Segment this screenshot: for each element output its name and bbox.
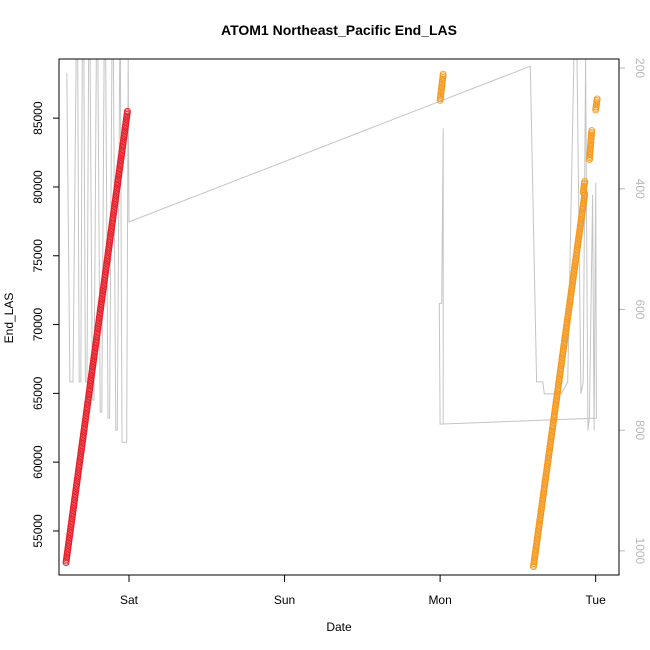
y2-tick-label: 400 <box>633 179 647 199</box>
series-layer <box>62 58 601 571</box>
axes-layer: 55000 60000 65000 70000 75000 80000 85000 200 40… <box>31 58 647 607</box>
y2-tick-label: 200 <box>633 58 647 78</box>
y-tick-label: 80000 <box>31 170 45 204</box>
x-tick-label: Tue <box>586 593 607 607</box>
data-point <box>123 107 131 115</box>
secondary-series-line <box>66 58 597 443</box>
y-tick-label: 65000 <box>31 376 45 410</box>
x-axis-label: Date <box>326 620 352 634</box>
plot-frame <box>58 58 620 576</box>
y-tick-label: 70000 <box>31 308 45 342</box>
y-tick-label: 85000 <box>31 101 45 135</box>
data-point <box>593 95 601 103</box>
y-axis-label: End_LAS <box>2 293 16 344</box>
y2-tick-label: 1000 <box>633 538 647 565</box>
data-point <box>581 178 589 185</box>
y-tick-label: 75000 <box>31 239 45 273</box>
data-point <box>588 127 596 135</box>
y-tick-label: 60000 <box>31 445 45 479</box>
x-tick-label: Sat <box>120 593 139 607</box>
y-tick-label: 55000 <box>31 514 45 548</box>
y2-tick-label: 600 <box>633 299 647 319</box>
chart-title: ATOM1 Northeast_Pacific End_LAS <box>221 22 457 38</box>
data-point <box>439 70 447 78</box>
x-tick-label: Sun <box>274 593 295 607</box>
x-tick-label: Mon <box>428 593 451 607</box>
y2-tick-label: 800 <box>633 420 647 440</box>
